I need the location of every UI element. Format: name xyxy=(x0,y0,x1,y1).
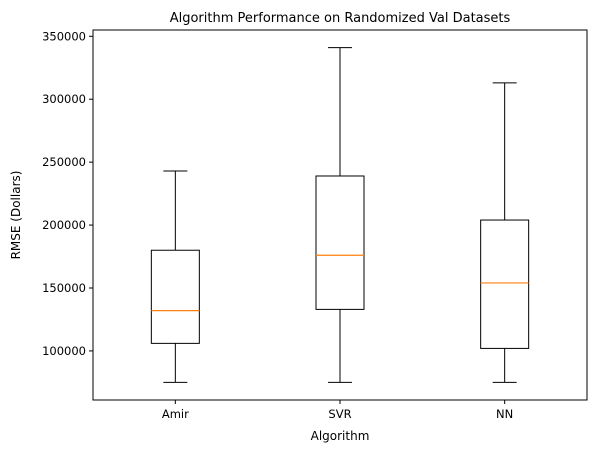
y-axis: 100000 150000 200000 250000 300000 350000 xyxy=(42,29,93,358)
x-axis: Amir SVR NN xyxy=(162,400,513,421)
box-svr xyxy=(315,47,365,383)
iqr-box xyxy=(150,249,200,344)
boxes-layer xyxy=(150,47,530,383)
y-tick-label: 300000 xyxy=(42,92,86,106)
y-tick-label: 350000 xyxy=(42,29,86,43)
x-tick-label: Amir xyxy=(162,407,189,421)
x-tick-label: SVR xyxy=(328,407,351,421)
box-nn xyxy=(480,82,530,383)
y-tick-label: 100000 xyxy=(42,344,86,358)
x-tick-label: NN xyxy=(496,407,513,421)
chart-title: Algorithm Performance on Randomized Val … xyxy=(170,11,511,26)
x-axis-label: Algorithm xyxy=(311,429,370,443)
iqr-box xyxy=(315,175,365,310)
box-amir xyxy=(150,170,200,383)
y-axis-label: RMSE (Dollars) xyxy=(9,171,23,260)
y-tick-label: 150000 xyxy=(42,281,86,295)
y-tick-label: 250000 xyxy=(42,155,86,169)
iqr-box xyxy=(480,219,530,349)
y-tick-label: 200000 xyxy=(42,218,86,232)
